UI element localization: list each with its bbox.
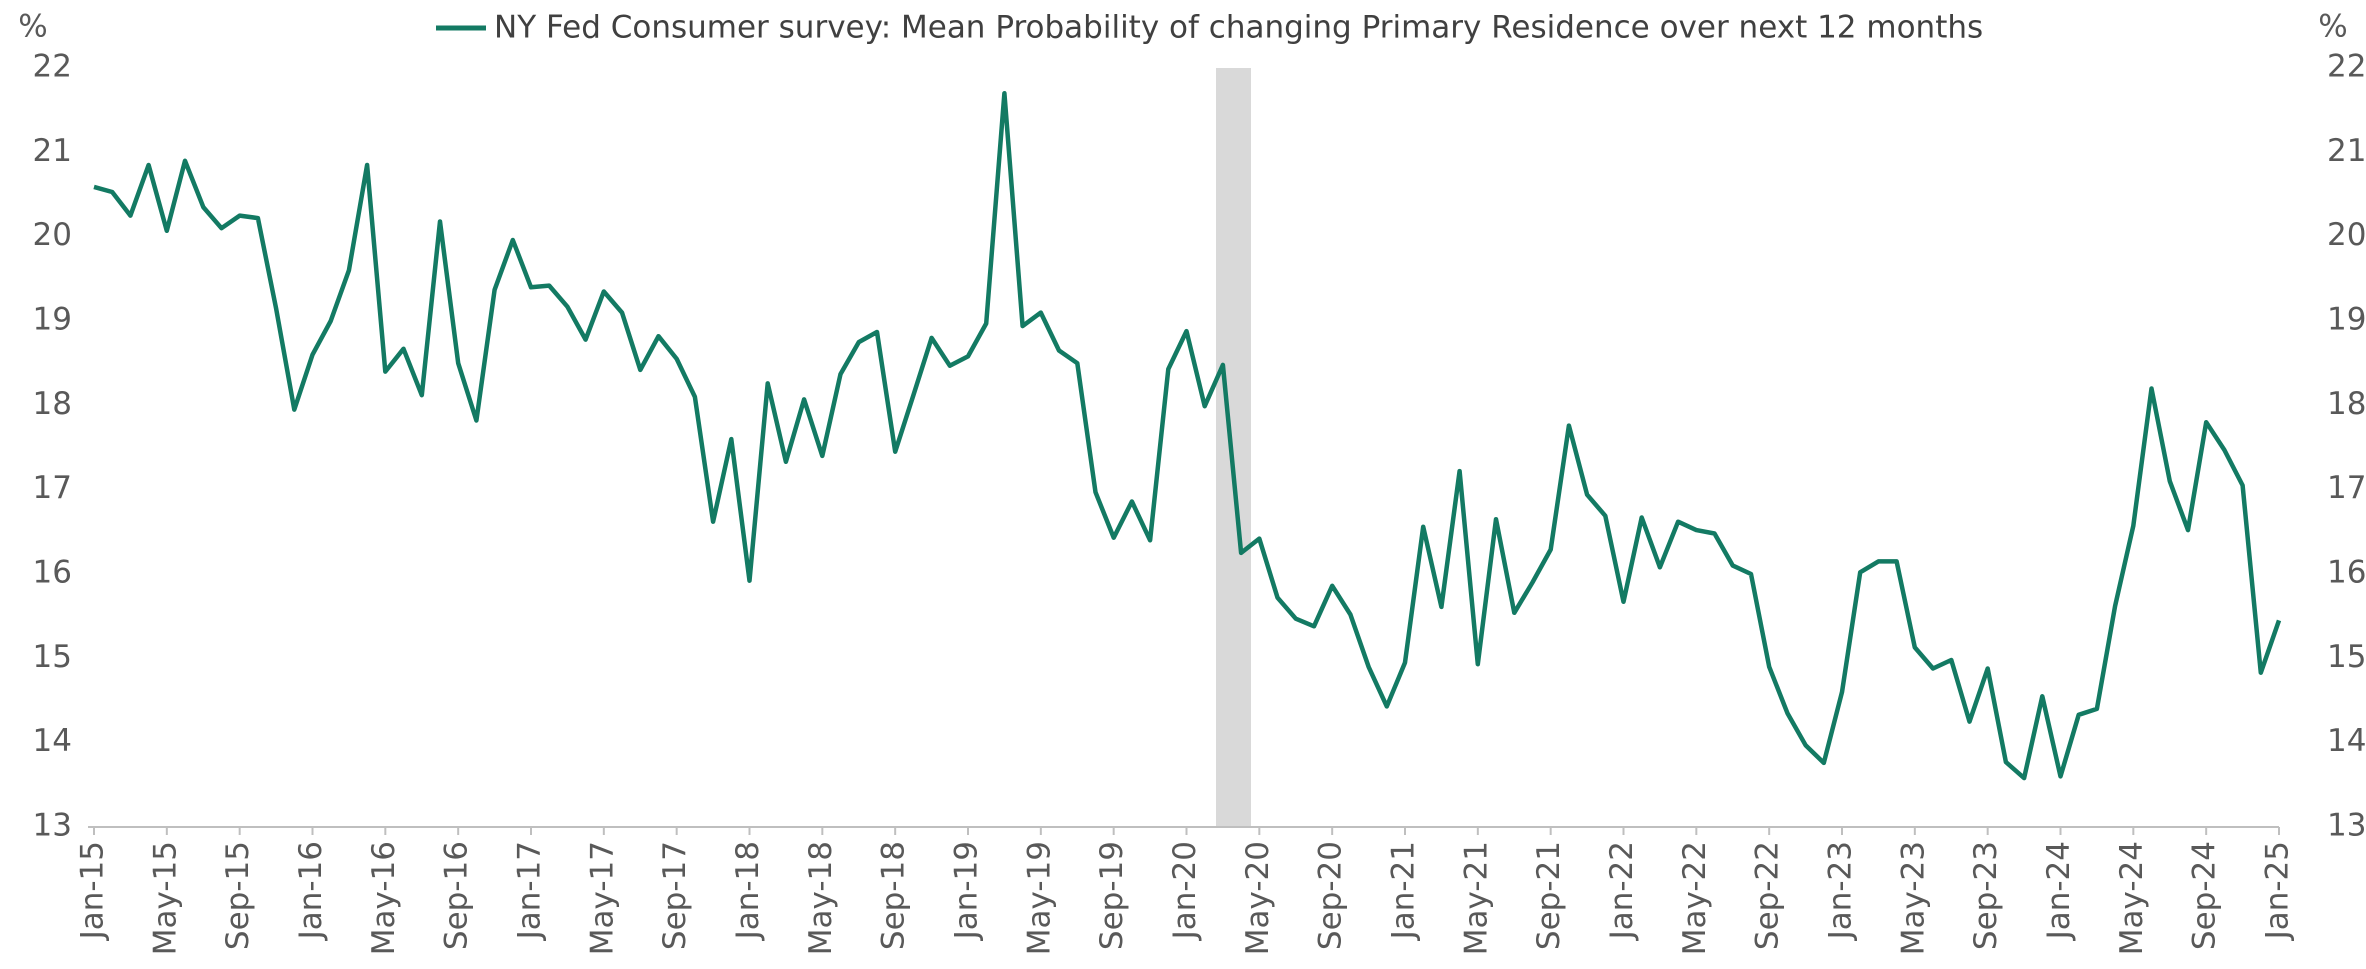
x-tick-label: May-22: [1677, 841, 1713, 955]
y2-tick-label: 13: [2327, 808, 2366, 844]
x-tick-label: Sep-19: [1094, 841, 1130, 950]
x-tick-label: Jan-16: [293, 841, 329, 941]
x-tick-label: Jan-20: [1167, 841, 1203, 941]
x-tick-label: Sep-18: [876, 841, 912, 950]
legend-label: NY Fed Consumer survey: Mean Probability…: [494, 10, 1983, 46]
y2-tick-label: 18: [2327, 386, 2366, 422]
x-tick-label: May-18: [803, 841, 839, 955]
y-tick-label: 14: [33, 723, 72, 759]
y-tick-label: 18: [33, 386, 72, 422]
y-tick-label: 21: [33, 133, 72, 169]
y2-tick-label: 17: [2327, 470, 2366, 506]
x-tick-label: May-24: [2114, 841, 2150, 955]
y-tick-label: 15: [33, 639, 72, 675]
x-tick-label: May-19: [1021, 841, 1057, 955]
y-tick-label: 13: [33, 808, 72, 844]
x-tick-label: Jan-24: [2041, 841, 2077, 941]
y-tick-label: 22: [33, 49, 72, 85]
y-tick-label: 19: [33, 302, 72, 338]
x-tick-label: Sep-24: [2187, 841, 2223, 950]
x-tick-label: Sep-21: [1531, 841, 1567, 950]
y2-tick-label: 21: [2327, 133, 2366, 169]
x-tick-label: Jan-25: [2260, 841, 2296, 941]
x-tick-label: May-16: [366, 841, 402, 955]
x-tick-label: Jan-23: [1823, 841, 1859, 941]
recession-shading: [1216, 68, 1251, 827]
y-axis-label: %: [18, 9, 47, 45]
x-tick-label: May-21: [1458, 841, 1494, 955]
y-tick-label: 20: [33, 217, 72, 253]
y2-tick-label: 15: [2327, 639, 2366, 675]
y2-tick-label: 19: [2327, 302, 2366, 338]
x-tick-label: Sep-22: [1750, 841, 1786, 950]
y-tick-label: 17: [33, 470, 72, 506]
y-tick-label: 16: [33, 555, 72, 591]
x-tick-label: May-20: [1240, 841, 1276, 955]
x-tick-label: Jan-19: [949, 841, 985, 941]
y2-tick-label: 20: [2327, 217, 2366, 253]
x-tick-label: Jan-18: [730, 841, 766, 941]
y2-axis-label: %: [2318, 9, 2347, 45]
x-tick-label: May-17: [584, 841, 620, 955]
x-tick-label: Jan-15: [75, 841, 111, 941]
y2-tick-label: 22: [2327, 49, 2366, 85]
x-tick-label: Sep-15: [220, 841, 256, 950]
series-line: [93, 91, 2282, 781]
x-tick-label: May-23: [1895, 841, 1931, 955]
x-tick-label: Sep-16: [439, 841, 475, 950]
y2-tick-label: 16: [2327, 555, 2366, 591]
x-tick-label: May-15: [147, 841, 183, 955]
x-tick-label: Sep-17: [657, 841, 693, 950]
x-tick-label: Jan-21: [1386, 841, 1422, 941]
x-tick-label: Jan-22: [1604, 841, 1640, 941]
y2-tick-label: 14: [2327, 723, 2366, 759]
x-tick-label: Sep-23: [1968, 841, 2004, 950]
x-tick-label: Sep-20: [1313, 841, 1349, 950]
x-tick-label: Jan-17: [512, 841, 548, 941]
